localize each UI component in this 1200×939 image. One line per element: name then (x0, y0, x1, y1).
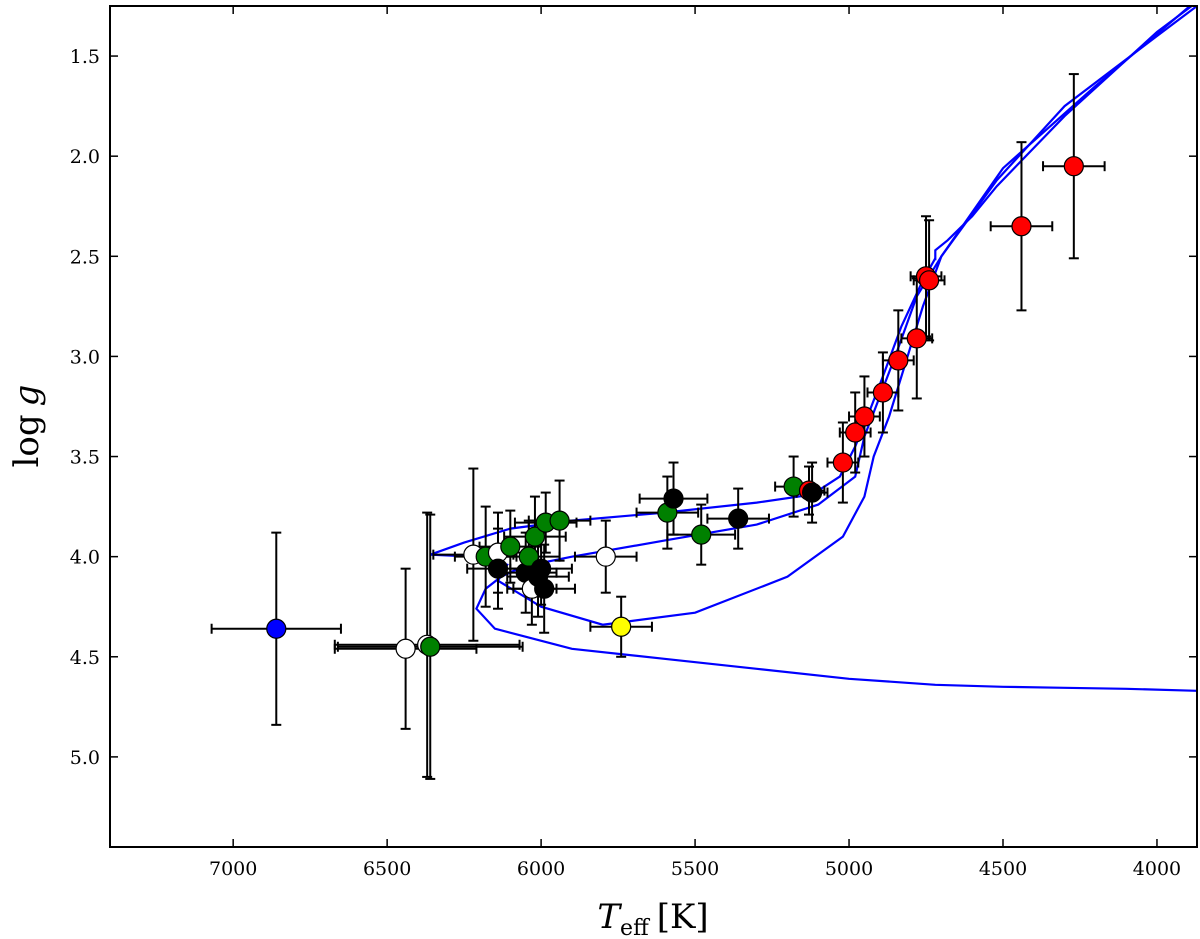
data-point (918, 270, 940, 291)
plot-frame (109, 5, 1198, 848)
y-tick-label: 4.0 (70, 547, 100, 569)
x-axis-label: Teff [K] (597, 897, 708, 939)
data-point (845, 422, 866, 443)
x-tick-label: 6000 (517, 858, 565, 880)
data-point (395, 638, 416, 659)
data-point (500, 536, 521, 557)
y-tick-label: 3.0 (70, 346, 100, 368)
y-axis-label: logg (7, 385, 47, 468)
data-point (531, 558, 552, 579)
data-point (691, 524, 712, 545)
data-point (906, 328, 927, 349)
data-point (888, 350, 909, 371)
x-tick-label: 7000 (209, 858, 257, 880)
data-point (801, 482, 823, 503)
isochrone-clump (934, 6, 1194, 261)
data-point (487, 558, 509, 579)
data-point (663, 488, 684, 509)
errorbar-layer (210, 73, 1106, 780)
axis-tick-labels: 7000 6500 6000 5500 5000 4500 4000 1.5 2.0 2.5 3.0… (70, 46, 1181, 880)
x-tick-label: 4500 (979, 858, 1027, 880)
data-point (1063, 156, 1084, 177)
y-tick-label: 1.5 (70, 46, 100, 68)
y-tick-label: 4.5 (70, 647, 100, 669)
axis-ticks (110, 6, 1197, 847)
data-point (518, 546, 539, 567)
y-tick-label: 3.5 (70, 447, 100, 469)
data-point (728, 508, 749, 529)
x-tick-label: 5500 (671, 858, 719, 880)
data-point (832, 452, 853, 473)
y-tick-label: 2.0 (70, 146, 100, 168)
data-point (854, 406, 875, 427)
data-point (595, 546, 616, 567)
data-point (549, 510, 570, 531)
x-tick-label: 4000 (1133, 858, 1181, 880)
data-points-layer (266, 156, 1084, 659)
data-point (872, 382, 894, 403)
x-tick-label: 5000 (825, 858, 873, 880)
data-point (611, 616, 632, 637)
data-point (1011, 216, 1032, 237)
isochrone-1 (475, 6, 1197, 692)
y-tick-label: 2.5 (70, 246, 100, 268)
data-point (420, 636, 441, 657)
x-tick-label: 6500 (363, 858, 411, 880)
y-tick-label: 5.0 (70, 747, 100, 769)
data-point (266, 618, 287, 639)
data-point (534, 578, 555, 599)
data-point (524, 526, 546, 547)
